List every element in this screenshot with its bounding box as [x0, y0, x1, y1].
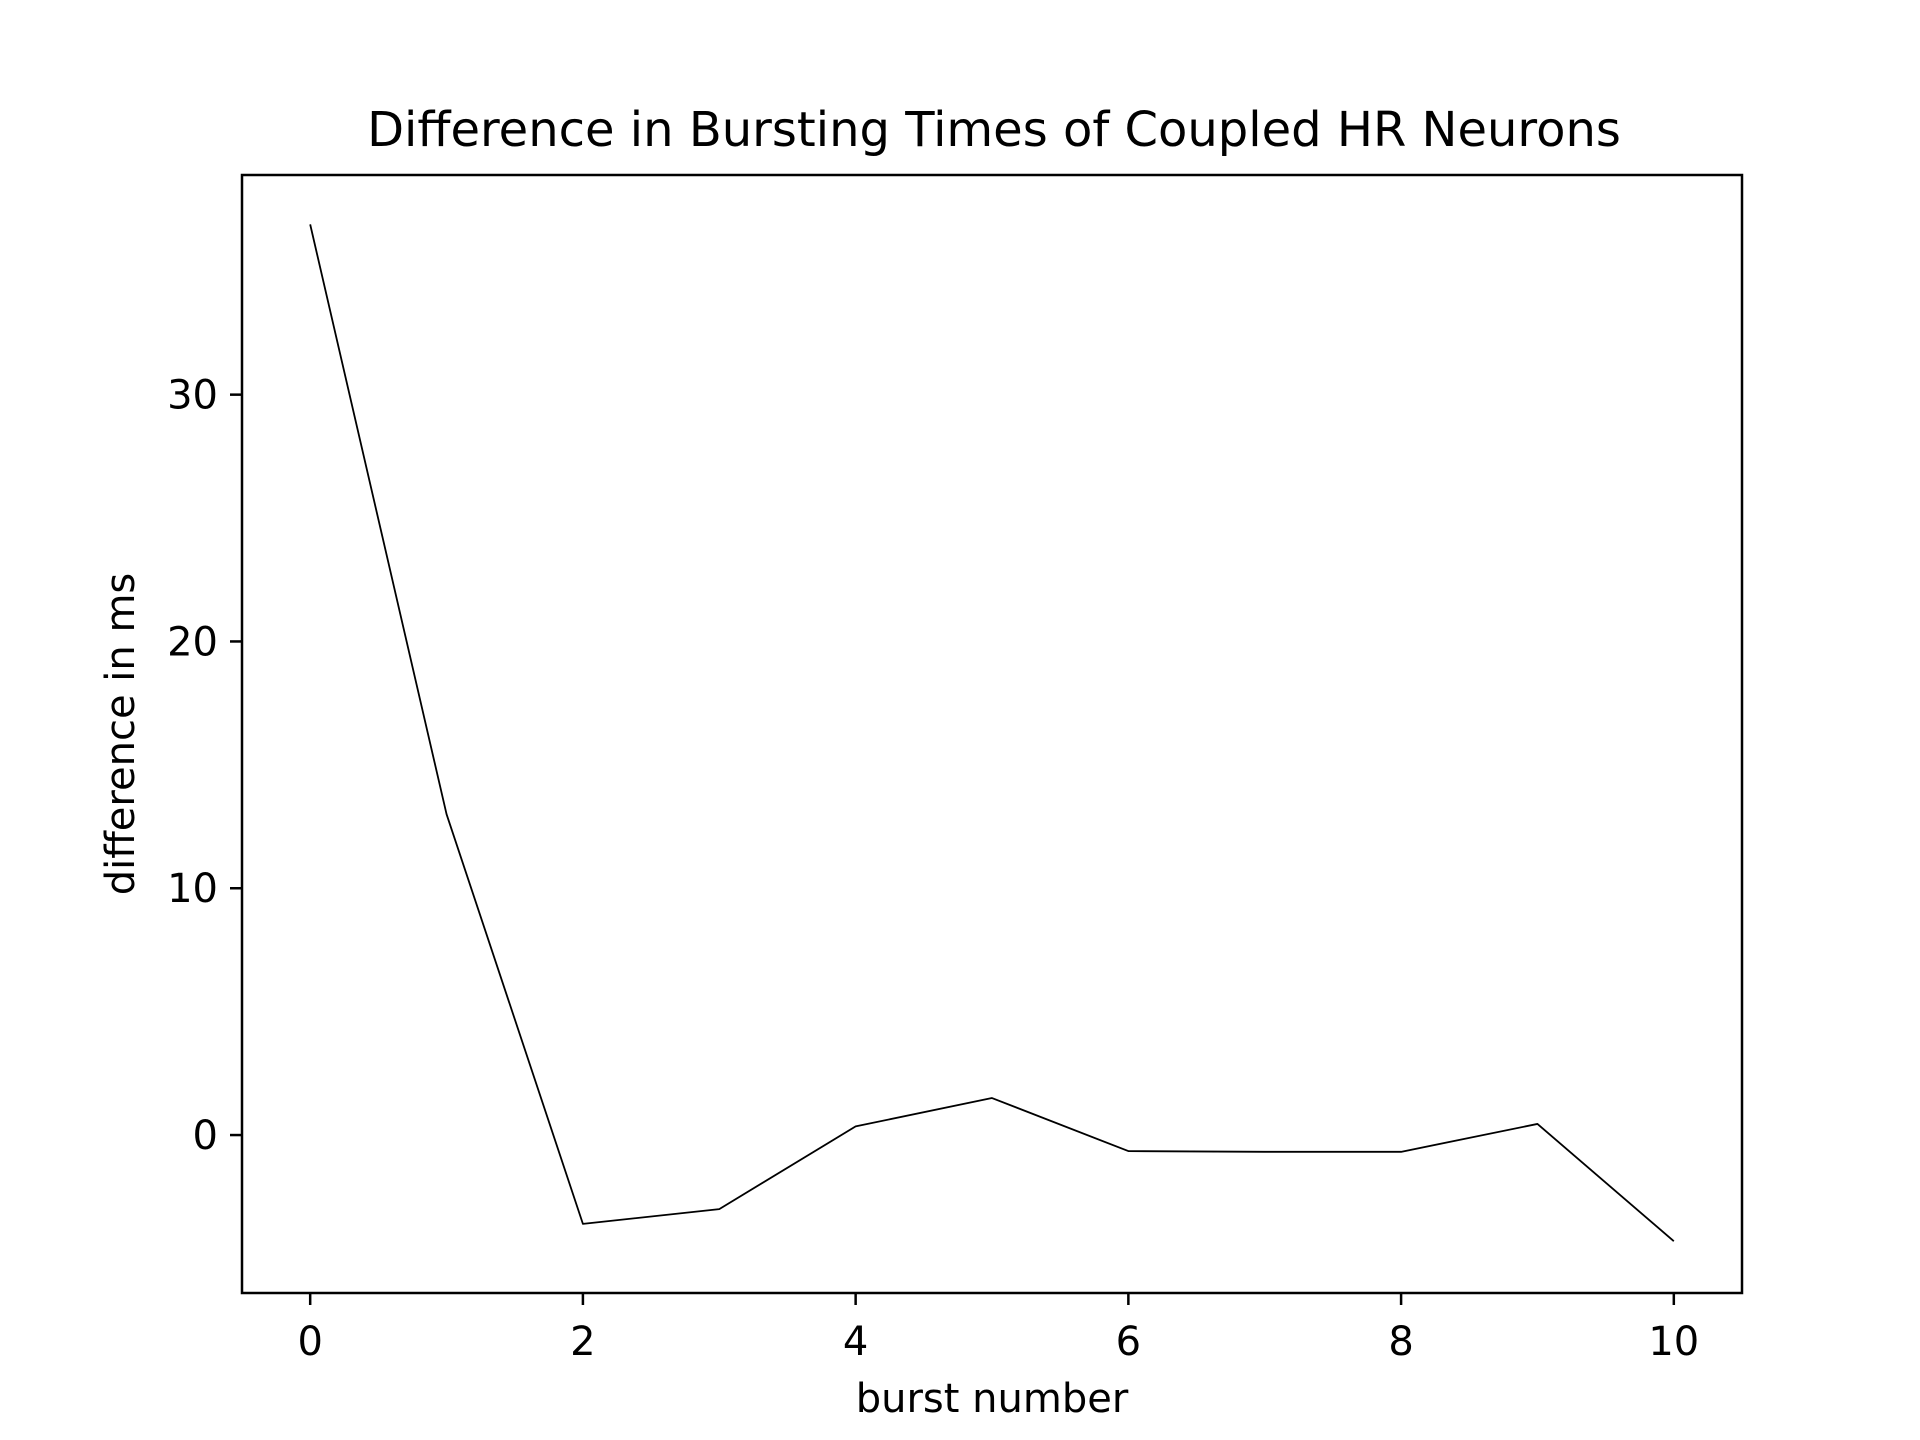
y-tick-label: 20 — [167, 619, 218, 665]
x-tick-label: 8 — [1388, 1319, 1413, 1365]
data-point — [718, 1208, 720, 1210]
data-point — [582, 1223, 584, 1225]
x-axis-label: burst number — [856, 1376, 1129, 1422]
data-point — [991, 1097, 993, 1099]
y-tick-label: 30 — [167, 373, 218, 419]
x-axis: 0 2 4 6 8 10 — [297, 1293, 1699, 1365]
data-point — [855, 1125, 857, 1127]
x-tick-label: 10 — [1648, 1319, 1699, 1365]
y-tick-label: 10 — [167, 866, 218, 912]
data-point — [1400, 1151, 1402, 1153]
data-point — [1673, 1240, 1675, 1242]
data-point — [309, 223, 311, 225]
data-point — [446, 813, 448, 815]
y-axis: 0 10 20 30 — [167, 373, 242, 1159]
plot-area-frame — [240, 173, 1744, 1295]
series-layer — [309, 223, 1675, 1242]
x-tick-label: 4 — [843, 1319, 868, 1365]
y-axis-label: difference in ms — [98, 573, 144, 896]
series-line — [309, 224, 1675, 1242]
x-tick-label: 0 — [297, 1319, 322, 1365]
x-tick-label: 6 — [1116, 1319, 1141, 1365]
y-tick-label: 0 — [193, 1113, 218, 1159]
data-point — [1536, 1123, 1538, 1125]
x-tick-label: 2 — [570, 1319, 595, 1365]
data-point — [1264, 1151, 1266, 1153]
chart-title: Difference in Bursting Times of Coupled … — [367, 102, 1621, 158]
data-point — [1127, 1150, 1129, 1152]
